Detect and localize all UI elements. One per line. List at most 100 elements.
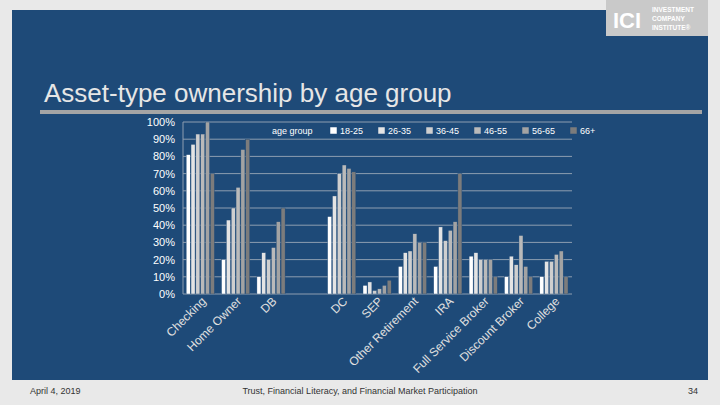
bar [241, 150, 245, 294]
slide: ICIINVESTMENTCOMPANYINSTITUTE®Asset-type… [0, 0, 720, 405]
bar [210, 174, 214, 294]
logo-box [606, 0, 708, 36]
legend-swatch [570, 127, 577, 134]
bar [267, 260, 271, 294]
x-tick-label: Home Owner [184, 294, 244, 354]
bars [186, 122, 568, 294]
bar [373, 291, 377, 294]
x-tick-label: DB [258, 294, 280, 316]
bar [332, 196, 336, 294]
bar [368, 282, 372, 294]
legend-label: 46-55 [484, 126, 507, 136]
x-tick-label: SEP [359, 294, 386, 321]
bar [191, 144, 195, 294]
bar [474, 253, 478, 294]
bar [246, 139, 250, 294]
bar [469, 256, 473, 294]
bar [347, 168, 351, 294]
y-axis-line [183, 122, 184, 294]
y-tick-label: 20% [153, 254, 175, 266]
bar [529, 277, 533, 294]
bar [448, 230, 452, 294]
y-tick-label: 10% [153, 271, 175, 283]
chart-svg: ICIINVESTMENTCOMPANYINSTITUTE®Asset-type… [0, 0, 720, 405]
y-tick-label: 80% [153, 150, 175, 162]
logo-text: COMPANY [652, 15, 685, 22]
bar [423, 242, 427, 294]
bar [493, 277, 497, 294]
bar [196, 134, 200, 294]
bar [382, 285, 386, 294]
bar [201, 134, 205, 294]
bar [434, 266, 438, 294]
grid-line [183, 139, 572, 140]
bar [458, 174, 462, 294]
y-tick-label: 100% [147, 116, 175, 128]
bar [554, 254, 558, 294]
footer-page: 34 [688, 386, 698, 396]
bar [408, 251, 412, 294]
x-tick-label: DC [328, 294, 350, 316]
bar [226, 220, 230, 294]
x-tick-label: Other Retirement [346, 294, 421, 369]
legend-label: 66+ [580, 126, 595, 136]
bar [281, 208, 285, 294]
x-tick-label: College [524, 294, 563, 333]
bar [328, 217, 332, 294]
bar [443, 241, 447, 294]
y-tick-label: 40% [153, 219, 175, 231]
bar [222, 260, 226, 294]
y-tick-label: 70% [153, 168, 175, 180]
legend-label: 56-65 [532, 126, 555, 136]
bar [540, 277, 544, 294]
bar [276, 222, 280, 294]
legend-swatch [426, 127, 433, 134]
footer-date: April 4, 2019 [30, 386, 81, 396]
logo-mark: ICI [613, 8, 641, 33]
bar [186, 155, 190, 294]
bar [479, 260, 483, 294]
bar [549, 261, 553, 294]
bar [564, 277, 568, 294]
bar [488, 260, 492, 294]
footer-text: Trust, Financial Literacy, and Financial… [242, 386, 477, 396]
bar [509, 256, 513, 294]
bar [398, 266, 402, 294]
y-tick-label: 90% [153, 133, 175, 145]
y-tick-label: 30% [153, 236, 175, 248]
bar [206, 122, 210, 294]
legend-swatch [378, 127, 385, 134]
legend-label: 26-35 [388, 126, 411, 136]
bar [545, 261, 549, 294]
bar [231, 208, 235, 294]
y-tick-label: 50% [153, 202, 175, 214]
legend-swatch [522, 127, 529, 134]
x-tick-label: IRA [432, 294, 456, 318]
bar [519, 236, 523, 294]
bar [337, 174, 341, 294]
bar [439, 227, 443, 294]
bar [484, 260, 488, 294]
logo-text: INSTITUTE® [652, 24, 691, 31]
legend-label: 18-25 [340, 126, 363, 136]
y-tick-label: 0% [159, 288, 175, 300]
bar [524, 266, 528, 294]
title-rule [40, 110, 702, 114]
bar [418, 242, 422, 294]
bar [257, 277, 261, 294]
bar [363, 285, 367, 294]
bar [352, 172, 356, 294]
bar [271, 248, 275, 294]
grid-line [183, 122, 572, 123]
bar [378, 289, 382, 294]
slide-panel [12, 10, 708, 380]
x-tick-label: Discount Broker [457, 294, 527, 364]
legend-swatch [474, 127, 481, 134]
bar [413, 234, 417, 294]
bar [262, 253, 266, 294]
bar [387, 280, 391, 294]
legend-label: 36-45 [436, 126, 459, 136]
legend-swatch [330, 127, 337, 134]
title: Asset-type ownership by age group [44, 78, 452, 108]
bar [342, 165, 346, 294]
